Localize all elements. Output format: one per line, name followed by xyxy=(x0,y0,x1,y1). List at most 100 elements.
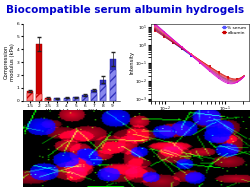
Point xyxy=(162,34,166,37)
Bar xyxy=(27,93,33,101)
Point xyxy=(235,81,239,84)
Point xyxy=(171,40,175,43)
Point xyxy=(198,59,202,62)
Point xyxy=(162,32,166,35)
Point xyxy=(171,38,175,41)
Point xyxy=(153,25,157,28)
Point xyxy=(162,33,166,36)
Point xyxy=(216,74,220,77)
Point xyxy=(198,60,202,64)
Point xyxy=(162,34,166,37)
Point xyxy=(235,78,239,81)
Point xyxy=(216,70,220,74)
Point xyxy=(180,46,184,49)
Point xyxy=(153,23,157,26)
Point xyxy=(190,53,194,57)
Point xyxy=(235,79,239,82)
Point xyxy=(216,74,220,77)
Point xyxy=(226,81,230,84)
Bar xyxy=(64,98,70,101)
Point xyxy=(180,48,184,51)
Point xyxy=(216,73,220,76)
Bar xyxy=(91,90,97,101)
Bar xyxy=(36,44,42,101)
Point xyxy=(216,76,220,79)
Point xyxy=(208,69,212,72)
Point xyxy=(171,40,175,43)
Point xyxy=(153,29,157,32)
Point xyxy=(235,81,239,84)
Point xyxy=(226,79,230,82)
Point xyxy=(235,80,239,83)
Point xyxy=(171,39,175,42)
Point xyxy=(180,46,184,49)
Point xyxy=(171,38,175,41)
Point xyxy=(198,61,202,64)
Point xyxy=(198,60,202,63)
Point xyxy=(180,46,184,49)
Bar xyxy=(82,97,88,101)
Point xyxy=(226,80,230,83)
Point xyxy=(153,25,157,28)
Point xyxy=(180,46,184,49)
Bar xyxy=(73,97,79,101)
Point xyxy=(153,24,157,27)
Point xyxy=(190,53,194,56)
Point xyxy=(226,80,230,83)
Point xyxy=(208,70,212,73)
Point xyxy=(198,61,202,64)
X-axis label: Weight fraction [%]: Weight fraction [%] xyxy=(46,109,97,114)
Point xyxy=(153,23,157,26)
Point xyxy=(208,69,212,72)
Point xyxy=(198,60,202,64)
Point xyxy=(190,54,194,57)
Point xyxy=(153,28,157,31)
Point xyxy=(226,76,230,79)
Point xyxy=(226,81,230,84)
Point xyxy=(153,22,157,26)
Point xyxy=(171,38,175,41)
Point xyxy=(162,31,166,34)
Point xyxy=(216,77,220,80)
Point xyxy=(171,40,175,43)
Point xyxy=(226,77,230,80)
Point xyxy=(208,67,212,70)
Point xyxy=(180,46,184,50)
Point xyxy=(226,78,230,81)
Point xyxy=(190,54,194,57)
Bar xyxy=(45,98,51,101)
Text: Biocompatible serum albumin hydrogels: Biocompatible serum albumin hydrogels xyxy=(6,5,244,15)
Point xyxy=(190,53,194,56)
Point xyxy=(235,80,239,83)
Bar xyxy=(54,98,60,101)
Point xyxy=(216,76,220,79)
Point xyxy=(190,54,194,57)
Point xyxy=(190,54,194,57)
Point xyxy=(153,24,157,27)
Point xyxy=(226,78,230,81)
X-axis label: Q [Å⁻¹]: Q [Å⁻¹] xyxy=(191,115,209,121)
Point xyxy=(180,47,184,50)
Point xyxy=(235,79,239,82)
Point xyxy=(208,67,212,70)
Point xyxy=(180,46,184,49)
Point xyxy=(226,75,230,78)
Point xyxy=(190,53,194,56)
Point xyxy=(162,31,166,34)
Point xyxy=(171,40,175,43)
Point xyxy=(216,74,220,77)
Point xyxy=(208,65,212,68)
Point xyxy=(162,30,166,33)
Point xyxy=(153,26,157,29)
Point xyxy=(208,66,212,69)
Point xyxy=(190,53,194,57)
Bar xyxy=(110,59,116,101)
Point xyxy=(153,27,157,30)
Point xyxy=(190,53,194,57)
Point xyxy=(198,61,202,64)
Point xyxy=(216,73,220,76)
Point xyxy=(162,31,166,34)
Point xyxy=(162,33,166,36)
Point xyxy=(208,67,212,70)
Point xyxy=(235,77,239,81)
